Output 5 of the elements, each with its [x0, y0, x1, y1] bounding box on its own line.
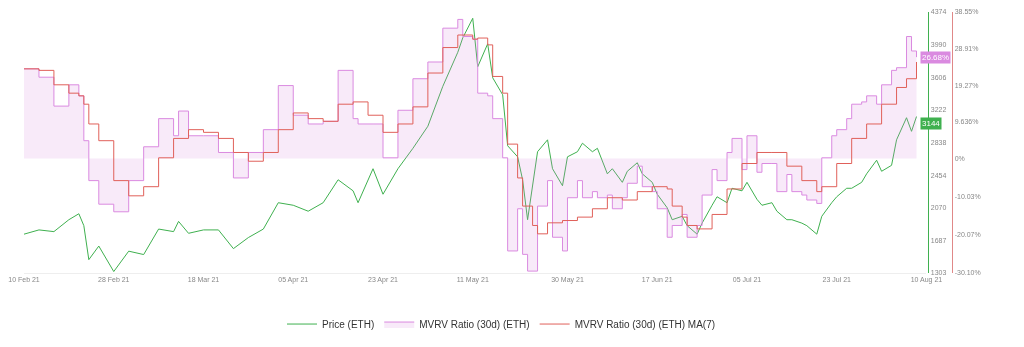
legend-label: MVRV Ratio (30d) (ETH)	[419, 318, 530, 330]
data-label: 26.68%	[922, 53, 950, 62]
legend-label: MVRV Ratio (30d) (ETH) MA(7)	[574, 318, 716, 330]
legend-label: Price (ETH)	[322, 318, 375, 330]
data-label: 3144	[922, 119, 941, 128]
